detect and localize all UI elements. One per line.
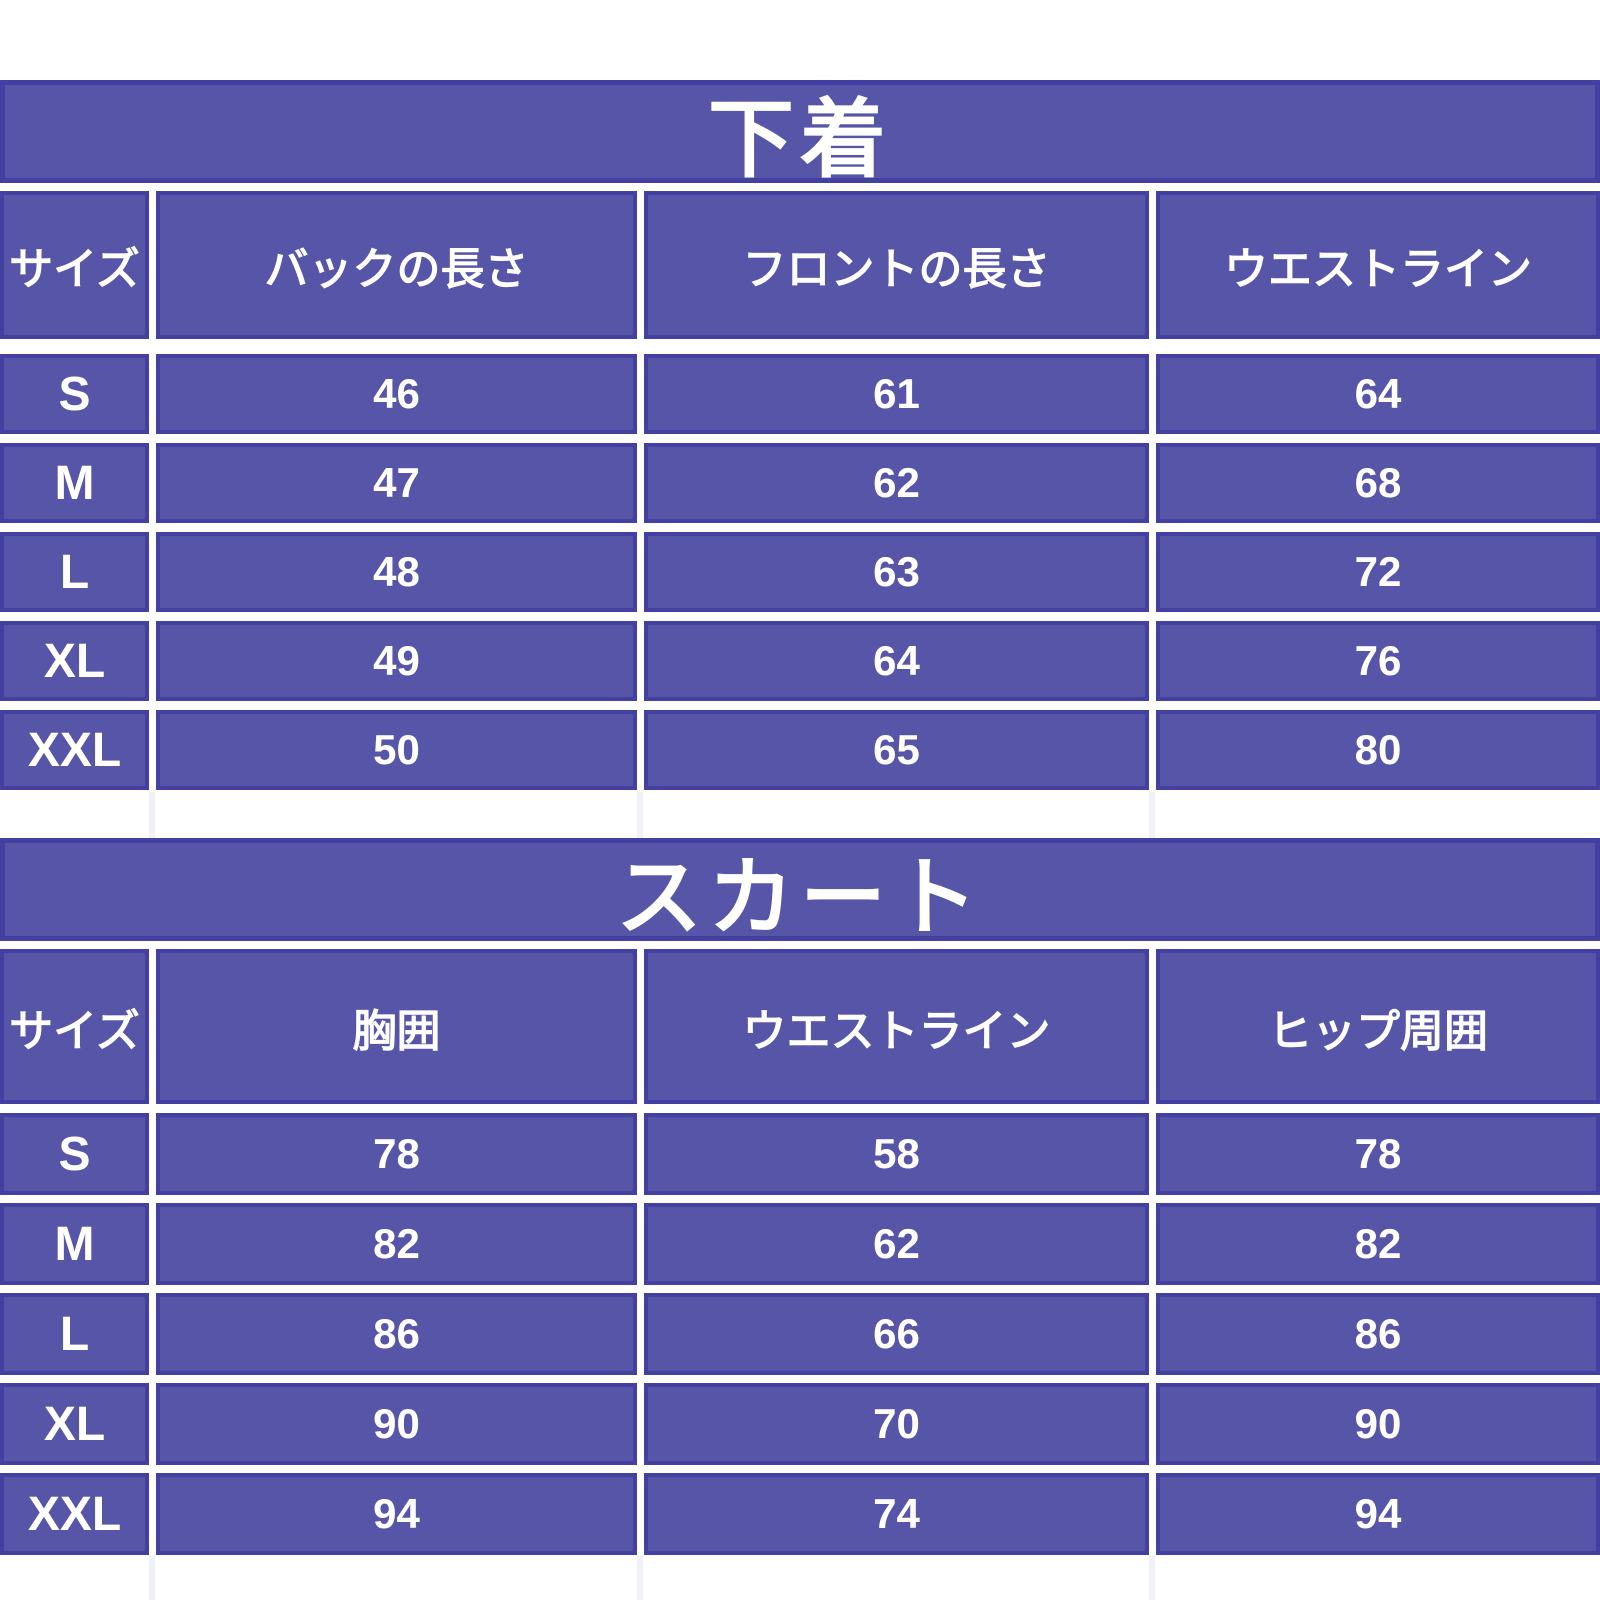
column-header-cell: 胸囲: [156, 949, 637, 1104]
column-gap-line: [637, 1556, 643, 1600]
column-header-cell: ヒップ周囲: [1156, 949, 1600, 1104]
column-header-cell: バックの長さ: [156, 191, 637, 339]
size-cell: L: [0, 1293, 149, 1375]
size-cell: XXL: [0, 1473, 149, 1555]
table-row: XXL 50 65 80: [0, 710, 1600, 790]
skirt-size-table: スカート サイズ 胸囲 ウエストライン ヒップ周囲 S 78 58 78 M 82 62 82 L 86 6…: [0, 838, 1600, 1563]
size-cell: L: [0, 532, 149, 612]
value-cell: 80: [1156, 710, 1600, 790]
header-row: サイズ バックの長さ フロントの長さ ウエストライン: [0, 191, 1600, 339]
table-row: L 86 66 86: [0, 1293, 1600, 1375]
underwear-size-table: 下着 サイズ バックの長さ フロントの長さ ウエストライン S 46 61 64 M 47 62 68…: [0, 80, 1600, 799]
value-cell: 64: [1156, 354, 1600, 434]
value-cell: 82: [156, 1203, 637, 1285]
column-gap-line: [637, 792, 643, 838]
table-title-band: 下着: [0, 80, 1600, 188]
table-row: XL 90 70 90: [0, 1383, 1600, 1465]
size-cell: XL: [0, 621, 149, 701]
column-header-cell: ウエストライン: [1156, 191, 1600, 339]
value-cell: 70: [644, 1383, 1149, 1465]
column-gap-line: [1149, 792, 1155, 838]
value-cell: 66: [644, 1293, 1149, 1375]
value-cell: 94: [156, 1473, 637, 1555]
column-gap-line: [149, 792, 155, 838]
column-header-cell: ウエストライン: [644, 949, 1149, 1104]
size-cell: XL: [0, 1383, 149, 1465]
skirt-table-grid: サイズ 胸囲 ウエストライン ヒップ周囲 S 78 58 78 M 82 62 82 L 86 66 86 XL…: [0, 949, 1600, 1555]
value-cell: 63: [644, 532, 1149, 612]
table-row: XL 49 64 76: [0, 621, 1600, 701]
value-cell: 86: [156, 1293, 637, 1375]
header-row: サイズ 胸囲 ウエストライン ヒップ周囲: [0, 949, 1600, 1104]
size-cell: M: [0, 1203, 149, 1285]
value-cell: 82: [1156, 1203, 1600, 1285]
size-cell: S: [0, 354, 149, 434]
value-cell: 76: [1156, 621, 1600, 701]
size-cell: XXL: [0, 710, 149, 790]
table-row: S 46 61 64: [0, 354, 1600, 434]
value-cell: 74: [644, 1473, 1149, 1555]
table-title: スカート: [616, 850, 984, 946]
value-cell: 62: [644, 1203, 1149, 1285]
value-cell: 58: [644, 1113, 1149, 1195]
size-cell: S: [0, 1113, 149, 1195]
underwear-table-grid: サイズ バックの長さ フロントの長さ ウエストライン S 46 61 64 M 47 62 68 L 48…: [0, 191, 1600, 790]
table-row: XXL 94 74 94: [0, 1473, 1600, 1555]
value-cell: 49: [156, 621, 637, 701]
value-cell: 90: [1156, 1383, 1600, 1465]
size-header-cell: サイズ: [0, 949, 149, 1104]
value-cell: 94: [1156, 1473, 1600, 1555]
column-gap-line: [149, 1556, 155, 1600]
value-cell: 78: [156, 1113, 637, 1195]
value-cell: 48: [156, 532, 637, 612]
size-header-cell: サイズ: [0, 191, 149, 339]
value-cell: 86: [1156, 1293, 1600, 1375]
value-cell: 64: [644, 621, 1149, 701]
value-cell: 47: [156, 443, 637, 523]
value-cell: 68: [1156, 443, 1600, 523]
value-cell: 46: [156, 354, 637, 434]
column-header-cell: フロントの長さ: [644, 191, 1149, 339]
table-row: L 48 63 72: [0, 532, 1600, 612]
size-cell: M: [0, 443, 149, 523]
table-row: M 47 62 68: [0, 443, 1600, 523]
column-gap-line: [1149, 1556, 1155, 1600]
value-cell: 50: [156, 710, 637, 790]
value-cell: 62: [644, 443, 1149, 523]
value-cell: 72: [1156, 532, 1600, 612]
table-row: S 78 58 78: [0, 1113, 1600, 1195]
value-cell: 61: [644, 354, 1149, 434]
value-cell: 65: [644, 710, 1149, 790]
table-title: 下着: [708, 92, 892, 188]
value-cell: 90: [156, 1383, 637, 1465]
table-row: M 82 62 82: [0, 1203, 1600, 1285]
table-title-band: スカート: [0, 838, 1600, 946]
value-cell: 78: [1156, 1113, 1600, 1195]
